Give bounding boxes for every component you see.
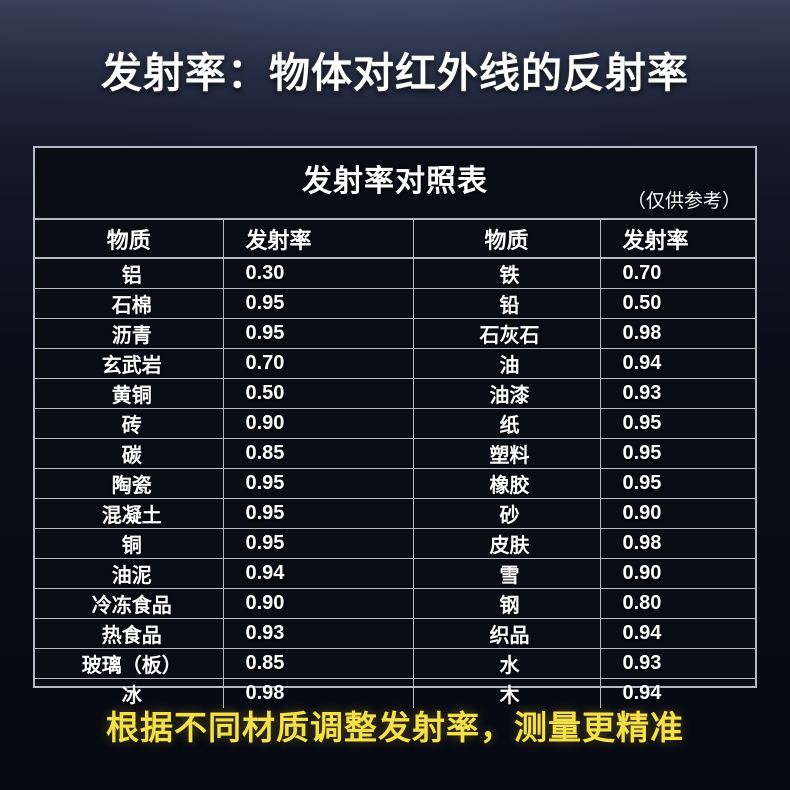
cell-substance-left: 石棉 (35, 288, 224, 319)
cell-substance-left: 玻璃（板） (35, 648, 224, 679)
cell-emissivity-left: 0.30 (222, 257, 414, 289)
cell-emissivity-right: 0.93 (599, 378, 755, 409)
cell-emissivity-right: 0.90 (599, 558, 755, 589)
cell-emissivity-left: 0.98 (222, 678, 414, 708)
table-row: 混凝土 0.95 砂 0.90 (35, 498, 755, 529)
cell-emissivity-left: 0.85 (222, 438, 414, 469)
cell-emissivity-right: 0.98 (599, 528, 755, 559)
cell-emissivity-left: 0.85 (222, 648, 414, 679)
cell-substance-right: 石灰石 (412, 318, 601, 349)
table-row: 铝 0.30 铁 0.70 (35, 257, 755, 289)
cell-substance-left: 铝 (35, 257, 224, 289)
table-header-band: 发射率对照表 （仅供参考） (35, 148, 755, 220)
cell-substance-left: 黄铜 (35, 378, 224, 409)
cell-substance-left: 玄武岩 (35, 348, 224, 379)
cell-substance-left: 混凝土 (35, 498, 224, 529)
cell-emissivity-right: 0.98 (599, 318, 755, 349)
table-row: 玄武岩 0.70 油 0.94 (35, 348, 755, 379)
table-row: 砖 0.90 纸 0.95 (35, 408, 755, 439)
cell-emissivity-left: 0.50 (222, 378, 414, 409)
table-row: 石棉 0.95 铅 0.50 (35, 288, 755, 319)
table-row: 冷冻食品 0.90 钢 0.80 (35, 588, 755, 619)
cell-emissivity-right: 0.95 (599, 468, 755, 499)
table-head: 物质 发射率 物质 发射率 (35, 220, 755, 259)
table-row: 碳 0.85 塑料 0.95 (35, 438, 755, 469)
cell-emissivity-right: 0.90 (599, 498, 755, 529)
table-row: 玻璃（板） 0.85 水 0.93 (35, 648, 755, 679)
cell-substance-left: 砖 (35, 408, 224, 439)
cell-substance-right: 纸 (412, 408, 601, 439)
cell-substance-right: 钢 (412, 588, 601, 619)
column-header-emissivity-right: 发射率 (599, 220, 755, 259)
cell-emissivity-left: 0.94 (222, 558, 414, 589)
cell-emissivity-left: 0.90 (222, 408, 414, 439)
cell-emissivity-right: 0.95 (599, 438, 755, 469)
cell-emissivity-right: 0.94 (599, 348, 755, 379)
cell-substance-right: 铅 (412, 288, 601, 319)
cell-emissivity-left: 0.95 (222, 288, 414, 319)
table-row: 冰 0.98 木 0.94 (35, 678, 755, 708)
cell-substance-right: 雪 (412, 558, 601, 589)
cell-substance-right: 水 (412, 648, 601, 679)
cell-substance-left: 油泥 (35, 558, 224, 589)
cell-emissivity-left: 0.95 (222, 318, 414, 349)
cell-substance-left: 铜 (35, 528, 224, 559)
cell-emissivity-left: 0.95 (222, 468, 414, 499)
table-title: 发射率对照表 (302, 165, 488, 198)
table-row: 陶瓷 0.95 橡胶 0.95 (35, 468, 755, 499)
cell-substance-right: 橡胶 (412, 468, 601, 499)
cell-emissivity-left: 0.95 (222, 528, 414, 559)
cell-substance-left: 热食品 (35, 618, 224, 649)
column-header-substance-right: 物质 (412, 220, 601, 259)
table-row: 铜 0.95 皮肤 0.98 (35, 528, 755, 559)
cell-emissivity-right: 0.94 (599, 618, 755, 649)
cell-emissivity-right: 0.93 (599, 648, 755, 679)
cell-emissivity-right: 0.50 (599, 288, 755, 319)
cell-emissivity-left: 0.95 (222, 498, 414, 529)
table-header-row: 物质 发射率 物质 发射率 (35, 220, 755, 259)
cell-emissivity-right: 0.95 (599, 408, 755, 439)
cell-substance-right: 油漆 (412, 378, 601, 409)
cell-substance-right: 塑料 (412, 438, 601, 469)
cell-substance-left: 冷冻食品 (35, 588, 224, 619)
bottom-caption: 根据不同材质调整发射率，测量更精准 (106, 709, 684, 746)
cell-emissivity-right: 0.70 (599, 257, 755, 289)
cell-substance-right: 皮肤 (412, 528, 601, 559)
cell-emissivity-left: 0.70 (222, 348, 414, 379)
table-row: 沥青 0.95 石灰石 0.98 (35, 318, 755, 349)
table-row: 热食品 0.93 织品 0.94 (35, 618, 755, 649)
emissivity-table-panel: 发射率对照表 （仅供参考） 物质 发射率 物质 发射率 铝 0.30 铁 0.70 石棉… (33, 146, 757, 708)
cell-substance-right: 织品 (412, 618, 601, 649)
column-header-emissivity-left: 发射率 (222, 220, 414, 259)
cell-substance-left: 冰 (35, 678, 224, 708)
cell-substance-right: 油 (412, 348, 601, 379)
cell-substance-right: 砂 (412, 498, 601, 529)
cell-emissivity-right: 0.80 (599, 588, 755, 619)
cell-substance-left: 沥青 (35, 318, 224, 349)
table-row: 黄铜 0.50 油漆 0.93 (35, 378, 755, 409)
table-reference-note: （仅供参考） (626, 191, 741, 212)
cell-substance-left: 碳 (35, 438, 224, 469)
table-body: 铝 0.30 铁 0.70 石棉 0.95 铅 0.50 沥青 0.95 石灰石 0.98 玄武岩 0.7… (35, 257, 755, 708)
cell-substance-left: 陶瓷 (35, 468, 224, 499)
column-header-substance-left: 物质 (35, 220, 224, 259)
table-row: 油泥 0.94 雪 0.90 (35, 558, 755, 589)
cell-substance-right: 木 (412, 678, 601, 708)
cell-substance-right: 铁 (412, 257, 601, 289)
page-title: 发射率：物体对红外线的反射率 (101, 50, 689, 96)
cell-emissivity-left: 0.90 (222, 588, 414, 619)
cell-emissivity-right: 0.94 (599, 678, 755, 708)
cell-emissivity-left: 0.93 (222, 618, 414, 649)
emissivity-table: 物质 发射率 物质 发射率 铝 0.30 铁 0.70 石棉 0.95 铅 0.50 沥青 0.9… (35, 220, 755, 708)
